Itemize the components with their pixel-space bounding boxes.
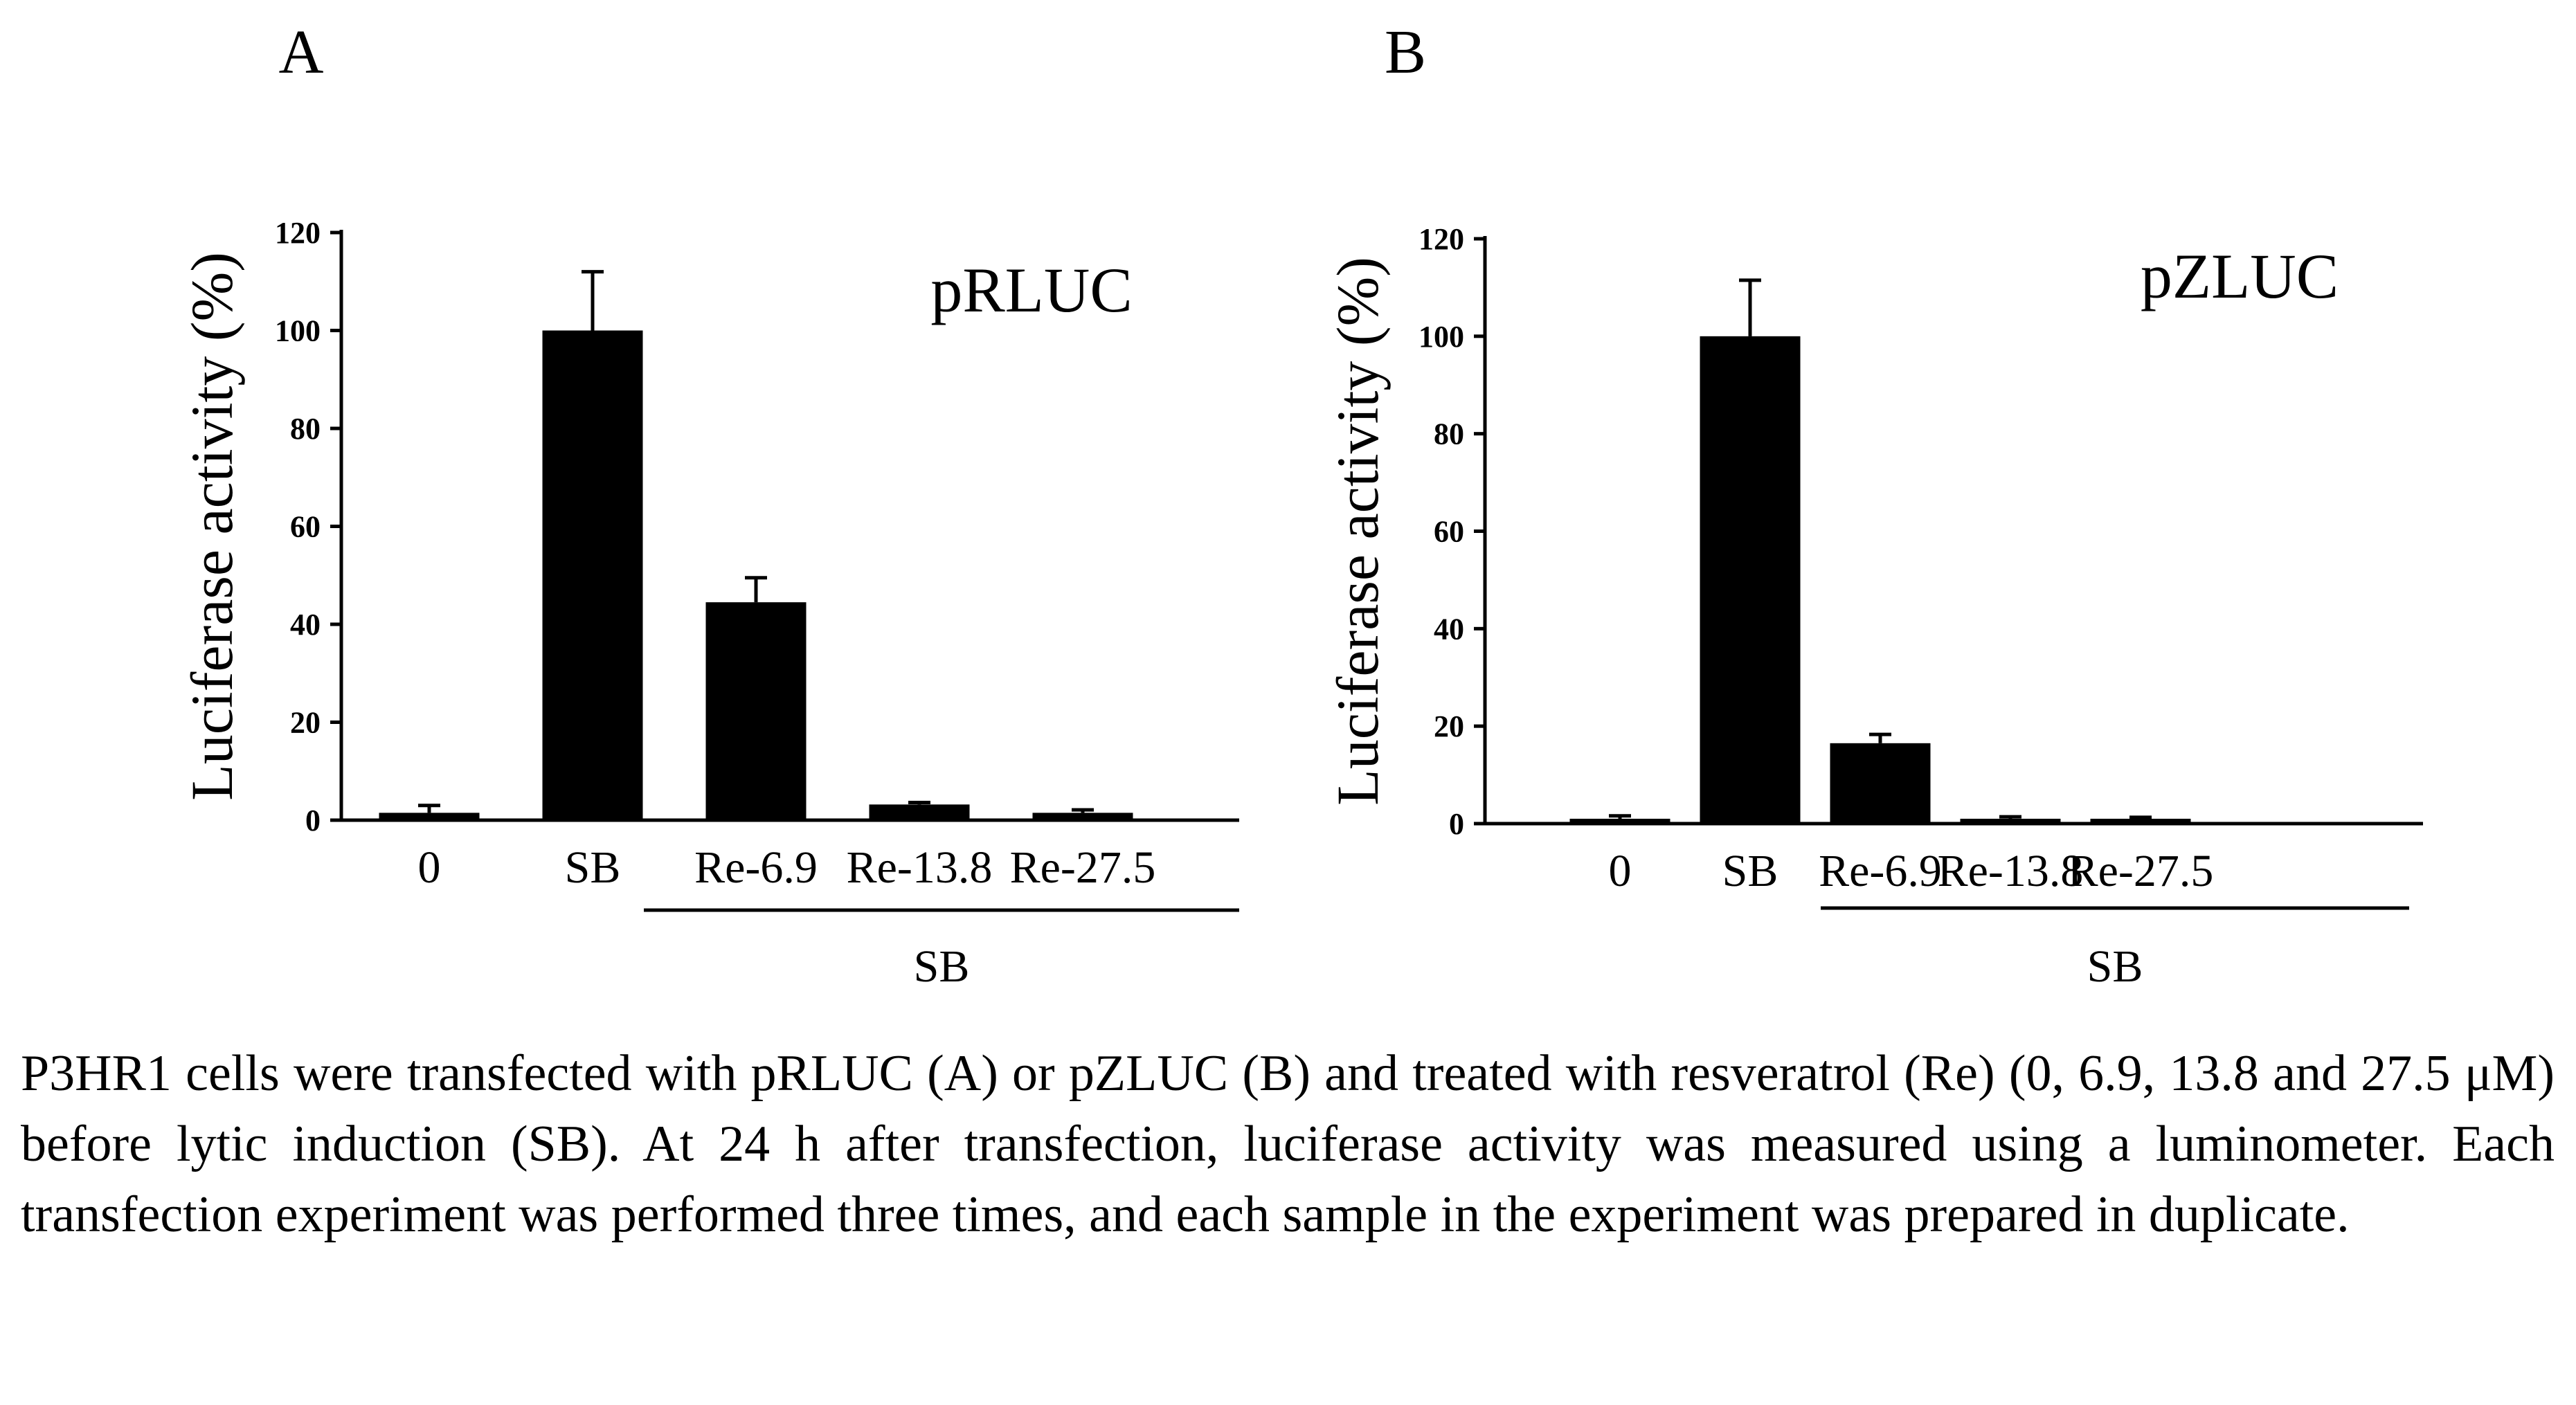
y-axis-label: Luciferase activity (%) [1324, 257, 1391, 806]
y-tick-label: 60 [290, 510, 321, 544]
y-tick-label: 120 [1418, 222, 1464, 256]
bar [1569, 818, 1670, 824]
x-tick-label: Re-13.8 [1938, 846, 2084, 896]
bar [705, 602, 807, 820]
bar [869, 804, 970, 820]
panel-label: B [1385, 18, 1426, 87]
y-tick-label: 100 [1418, 320, 1464, 354]
x-tick-label: Re-6.9 [694, 842, 818, 893]
bar [1032, 813, 1133, 820]
bar [1830, 743, 1931, 824]
x-tick-label: 0 [418, 842, 441, 893]
x-tick-label: Re-6.9 [1819, 846, 1942, 896]
chart-annotation: pZLUC [2141, 241, 2339, 311]
y-tick-label: 0 [1449, 807, 1464, 841]
group-label: SB [914, 941, 970, 992]
x-tick-label: SB [1722, 846, 1778, 896]
panel-label: A [279, 18, 324, 87]
figure-caption: P3HR1 cells were transfected with pRLUC … [21, 1045, 2555, 1243]
x-tick-label: Re-13.8 [847, 842, 993, 893]
y-tick-label: 0 [305, 804, 321, 837]
bar [1960, 818, 2061, 824]
y-axis-label: Luciferase activity (%) [179, 252, 245, 801]
bar [2090, 818, 2191, 824]
y-tick-label: 40 [1434, 612, 1464, 646]
x-tick-label: SB [565, 842, 621, 893]
y-tick-label: 80 [1434, 417, 1464, 451]
y-tick-label: 20 [1434, 709, 1464, 743]
y-tick-label: 40 [290, 608, 321, 642]
y-tick-label: 80 [290, 412, 321, 446]
bar [379, 813, 480, 820]
y-tick-label: 120 [275, 216, 321, 250]
x-tick-label: Re-27.5 [2068, 846, 2214, 896]
chart-annotation: pRLUC [930, 255, 1132, 325]
x-tick-label: 0 [1609, 846, 1632, 896]
y-tick-label: 60 [1434, 515, 1464, 549]
bar [542, 330, 643, 820]
x-tick-label: Re-27.5 [1010, 842, 1156, 893]
bar [1700, 336, 1801, 824]
y-tick-label: 20 [290, 706, 321, 740]
y-tick-label: 100 [275, 314, 321, 348]
group-label: SB [2087, 941, 2143, 992]
